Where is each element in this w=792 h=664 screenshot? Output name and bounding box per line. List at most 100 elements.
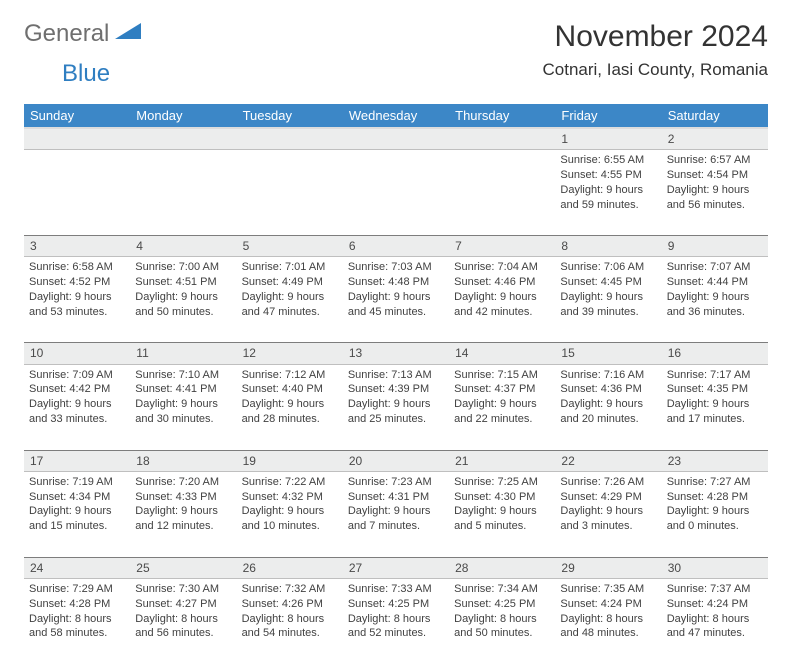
sunset-text: Sunset: 4:24 PM (667, 597, 763, 612)
day-cell: Sunrise: 7:35 AMSunset: 4:24 PMDaylight:… (555, 578, 661, 664)
day-number: 2 (662, 128, 768, 150)
daylight-text: Daylight: 9 hours and 3 minutes. (560, 504, 656, 534)
day-number: 14 (449, 343, 555, 364)
day-number-row: 17181920212223 (24, 450, 768, 471)
daylight-text: Daylight: 9 hours and 10 minutes. (242, 504, 338, 534)
daylight-text: Daylight: 9 hours and 15 minutes. (29, 504, 125, 534)
sunset-text: Sunset: 4:27 PM (135, 597, 231, 612)
sunset-text: Sunset: 4:30 PM (454, 490, 550, 505)
sunset-text: Sunset: 4:49 PM (242, 275, 338, 290)
day-cell: Sunrise: 6:55 AMSunset: 4:55 PMDaylight:… (555, 150, 661, 236)
daylight-text: Daylight: 8 hours and 54 minutes. (242, 612, 338, 642)
sunset-text: Sunset: 4:25 PM (348, 597, 444, 612)
day-cell: Sunrise: 7:30 AMSunset: 4:27 PMDaylight:… (130, 578, 236, 664)
day-number: 27 (343, 557, 449, 578)
weekday-header: Wednesday (343, 104, 449, 128)
day-number: 11 (130, 343, 236, 364)
daylight-text: Daylight: 9 hours and 30 minutes. (135, 397, 231, 427)
sunrise-text: Sunrise: 7:07 AM (667, 260, 763, 275)
weekday-header: Monday (130, 104, 236, 128)
daylight-text: Daylight: 9 hours and 33 minutes. (29, 397, 125, 427)
day-info-row: Sunrise: 7:19 AMSunset: 4:34 PMDaylight:… (24, 471, 768, 557)
day-cell: Sunrise: 7:29 AMSunset: 4:28 PMDaylight:… (24, 578, 130, 664)
daylight-text: Daylight: 9 hours and 0 minutes. (667, 504, 763, 534)
day-cell: Sunrise: 7:27 AMSunset: 4:28 PMDaylight:… (662, 471, 768, 557)
sunrise-text: Sunrise: 7:00 AM (135, 260, 231, 275)
sunrise-text: Sunrise: 6:58 AM (29, 260, 125, 275)
day-cell: Sunrise: 7:37 AMSunset: 4:24 PMDaylight:… (662, 578, 768, 664)
daylight-text: Daylight: 8 hours and 56 minutes. (135, 612, 231, 642)
sunset-text: Sunset: 4:39 PM (348, 382, 444, 397)
daylight-text: Daylight: 9 hours and 25 minutes. (348, 397, 444, 427)
day-cell: Sunrise: 7:04 AMSunset: 4:46 PMDaylight:… (449, 257, 555, 343)
sunrise-text: Sunrise: 7:30 AM (135, 582, 231, 597)
title-block: November 2024 Cotnari, Iasi County, Roma… (542, 20, 768, 80)
day-cell: Sunrise: 7:12 AMSunset: 4:40 PMDaylight:… (237, 364, 343, 450)
sunset-text: Sunset: 4:54 PM (667, 168, 763, 183)
day-number-row: 12 (24, 128, 768, 150)
sunrise-text: Sunrise: 7:12 AM (242, 368, 338, 383)
sunset-text: Sunset: 4:25 PM (454, 597, 550, 612)
sunset-text: Sunset: 4:44 PM (667, 275, 763, 290)
day-number: 6 (343, 236, 449, 257)
weekday-header: Thursday (449, 104, 555, 128)
day-number: 17 (24, 450, 130, 471)
daylight-text: Daylight: 9 hours and 45 minutes. (348, 290, 444, 320)
day-info-row: Sunrise: 7:29 AMSunset: 4:28 PMDaylight:… (24, 578, 768, 664)
day-cell: Sunrise: 7:20 AMSunset: 4:33 PMDaylight:… (130, 471, 236, 557)
sunset-text: Sunset: 4:55 PM (560, 168, 656, 183)
daylight-text: Daylight: 9 hours and 42 minutes. (454, 290, 550, 320)
day-number: 4 (130, 236, 236, 257)
day-number: 18 (130, 450, 236, 471)
day-number: 28 (449, 557, 555, 578)
weekday-header: Friday (555, 104, 661, 128)
day-number (237, 128, 343, 150)
day-cell: Sunrise: 7:34 AMSunset: 4:25 PMDaylight:… (449, 578, 555, 664)
logo-text-blue: Blue (62, 60, 110, 87)
daylight-text: Daylight: 9 hours and 50 minutes. (135, 290, 231, 320)
daylight-text: Daylight: 9 hours and 39 minutes. (560, 290, 656, 320)
day-number: 16 (662, 343, 768, 364)
day-cell: Sunrise: 6:58 AMSunset: 4:52 PMDaylight:… (24, 257, 130, 343)
day-number-row: 10111213141516 (24, 343, 768, 364)
daylight-text: Daylight: 9 hours and 36 minutes. (667, 290, 763, 320)
day-number: 24 (24, 557, 130, 578)
daylight-text: Daylight: 8 hours and 48 minutes. (560, 612, 656, 642)
day-cell: Sunrise: 7:23 AMSunset: 4:31 PMDaylight:… (343, 471, 449, 557)
daylight-text: Daylight: 9 hours and 12 minutes. (135, 504, 231, 534)
sunrise-text: Sunrise: 6:55 AM (560, 153, 656, 168)
sunrise-text: Sunrise: 7:13 AM (348, 368, 444, 383)
sunrise-text: Sunrise: 7:06 AM (560, 260, 656, 275)
sunset-text: Sunset: 4:46 PM (454, 275, 550, 290)
sunrise-text: Sunrise: 6:57 AM (667, 153, 763, 168)
daylight-text: Daylight: 9 hours and 17 minutes. (667, 397, 763, 427)
month-title: November 2024 (542, 20, 768, 54)
day-number: 8 (555, 236, 661, 257)
day-number: 26 (237, 557, 343, 578)
weekday-header-row: SundayMondayTuesdayWednesdayThursdayFrid… (24, 104, 768, 128)
day-number: 5 (237, 236, 343, 257)
sunrise-text: Sunrise: 7:25 AM (454, 475, 550, 490)
day-number: 22 (555, 450, 661, 471)
sunrise-text: Sunrise: 7:37 AM (667, 582, 763, 597)
day-number: 15 (555, 343, 661, 364)
weekday-header: Tuesday (237, 104, 343, 128)
day-cell (343, 150, 449, 236)
sunrise-text: Sunrise: 7:29 AM (29, 582, 125, 597)
logo-text-general: General (24, 20, 109, 48)
location-label: Cotnari, Iasi County, Romania (542, 60, 768, 80)
sunset-text: Sunset: 4:36 PM (560, 382, 656, 397)
day-number: 20 (343, 450, 449, 471)
day-cell: Sunrise: 7:16 AMSunset: 4:36 PMDaylight:… (555, 364, 661, 450)
sunset-text: Sunset: 4:48 PM (348, 275, 444, 290)
sunset-text: Sunset: 4:35 PM (667, 382, 763, 397)
sunrise-text: Sunrise: 7:34 AM (454, 582, 550, 597)
sunrise-text: Sunrise: 7:20 AM (135, 475, 231, 490)
day-number: 23 (662, 450, 768, 471)
sunrise-text: Sunrise: 7:09 AM (29, 368, 125, 383)
day-number: 12 (237, 343, 343, 364)
day-info-row: Sunrise: 7:09 AMSunset: 4:42 PMDaylight:… (24, 364, 768, 450)
day-info-row: Sunrise: 6:58 AMSunset: 4:52 PM Daylight:… (24, 257, 768, 343)
day-number: 3 (24, 236, 130, 257)
sunset-text: Sunset: 4:52 PM (29, 275, 125, 290)
